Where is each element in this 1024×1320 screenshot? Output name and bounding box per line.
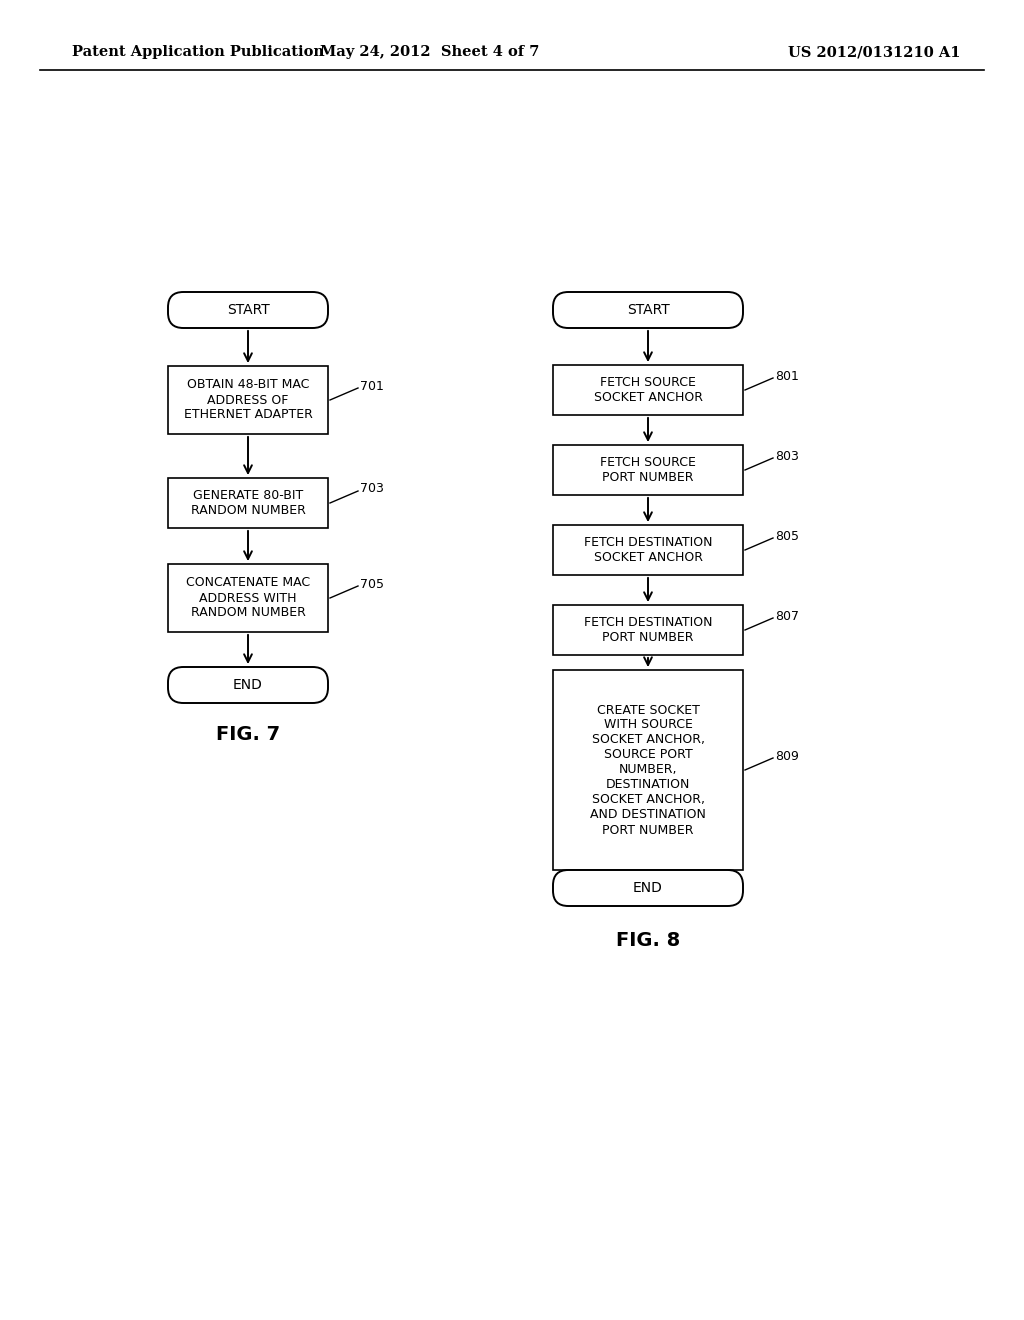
Text: 807: 807 [775, 610, 799, 623]
Text: US 2012/0131210 A1: US 2012/0131210 A1 [787, 45, 961, 59]
Text: 805: 805 [775, 529, 799, 543]
Text: 809: 809 [775, 750, 799, 763]
Text: END: END [233, 678, 263, 692]
FancyBboxPatch shape [553, 870, 743, 906]
Bar [553, 671, 743, 870]
Text: 705: 705 [360, 578, 384, 590]
Text: END: END [633, 880, 663, 895]
Text: CREATE SOCKET
WITH SOURCE
SOCKET ANCHOR,
SOURCE PORT
NUMBER,
DESTINATION
SOCKET : CREATE SOCKET WITH SOURCE SOCKET ANCHOR,… [590, 704, 706, 837]
Text: START: START [226, 304, 269, 317]
FancyBboxPatch shape [553, 292, 743, 327]
Text: FETCH SOURCE
PORT NUMBER: FETCH SOURCE PORT NUMBER [600, 455, 696, 484]
Text: CONCATENATE MAC
ADDRESS WITH
RANDOM NUMBER: CONCATENATE MAC ADDRESS WITH RANDOM NUMB… [186, 577, 310, 619]
FancyBboxPatch shape [168, 292, 328, 327]
Text: OBTAIN 48-BIT MAC
ADDRESS OF
ETHERNET ADAPTER: OBTAIN 48-BIT MAC ADDRESS OF ETHERNET AD… [183, 379, 312, 421]
Text: FETCH DESTINATION
SOCKET ANCHOR: FETCH DESTINATION SOCKET ANCHOR [584, 536, 713, 564]
Bar [168, 564, 328, 632]
Text: 703: 703 [360, 483, 384, 495]
Bar [168, 478, 328, 528]
FancyBboxPatch shape [168, 667, 328, 704]
Text: FIG. 7: FIG. 7 [216, 726, 280, 744]
Text: 801: 801 [775, 370, 799, 383]
Text: GENERATE 80-BIT
RANDOM NUMBER: GENERATE 80-BIT RANDOM NUMBER [190, 488, 305, 517]
Text: FETCH SOURCE
SOCKET ANCHOR: FETCH SOURCE SOCKET ANCHOR [594, 376, 702, 404]
Text: FETCH DESTINATION
PORT NUMBER: FETCH DESTINATION PORT NUMBER [584, 616, 713, 644]
Text: 701: 701 [360, 380, 384, 392]
Bar [553, 605, 743, 655]
Text: May 24, 2012  Sheet 4 of 7: May 24, 2012 Sheet 4 of 7 [321, 45, 540, 59]
Bar [553, 366, 743, 414]
Bar [553, 525, 743, 576]
Text: Patent Application Publication: Patent Application Publication [72, 45, 324, 59]
Bar [553, 445, 743, 495]
Text: FIG. 8: FIG. 8 [615, 931, 680, 949]
Text: START: START [627, 304, 670, 317]
Text: 803: 803 [775, 450, 799, 462]
Bar [168, 366, 328, 434]
